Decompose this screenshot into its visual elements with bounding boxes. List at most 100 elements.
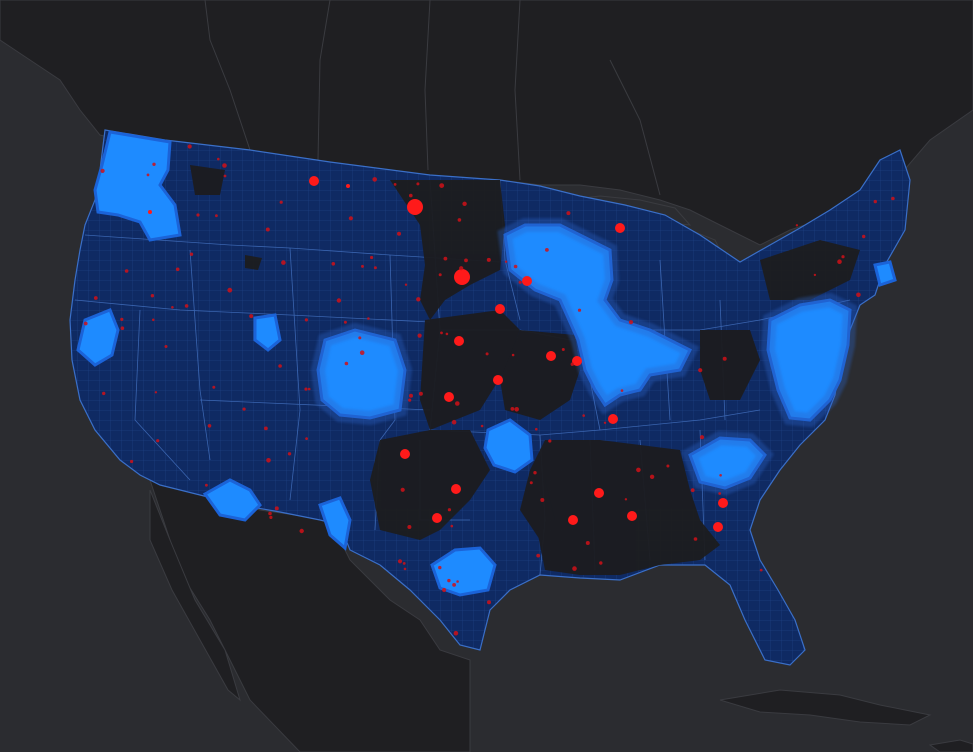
- event-marker-small: [485, 352, 489, 356]
- event-marker-small: [305, 437, 308, 440]
- event-markers-large: [148, 176, 728, 532]
- event-marker-small: [124, 269, 129, 273]
- event-marker-small: [266, 458, 271, 463]
- event-marker-small: [130, 459, 134, 464]
- event-marker-small: [572, 566, 577, 571]
- event-marker-small: [577, 308, 582, 312]
- event-marker-small: [397, 231, 401, 236]
- event-marker-large: [568, 515, 578, 525]
- event-marker-small: [628, 320, 634, 325]
- event-marker-small: [212, 385, 216, 389]
- event-marker-small: [451, 419, 457, 425]
- event-marker-small: [348, 216, 353, 221]
- event-marker-small: [636, 467, 641, 473]
- event-marker-small: [722, 356, 727, 361]
- event-marker-small: [585, 541, 590, 545]
- event-marker-small: [227, 287, 233, 293]
- event-markers-small: [83, 144, 895, 636]
- event-marker-small: [462, 201, 467, 206]
- event-marker-small: [457, 218, 462, 222]
- event-marker-small: [393, 183, 397, 186]
- event-marker-small: [620, 389, 624, 392]
- event-marker-small: [417, 333, 422, 338]
- event-marker-small: [222, 163, 227, 168]
- event-marker-large: [444, 392, 454, 402]
- event-marker-large: [522, 276, 532, 286]
- event-marker-small: [242, 407, 246, 411]
- event-marker-small: [418, 391, 423, 396]
- hotspot-kansas-city: [483, 418, 534, 474]
- event-marker-small: [336, 298, 342, 303]
- event-marker-small: [486, 257, 491, 262]
- event-marker-small: [511, 353, 515, 357]
- event-marker-small: [450, 524, 454, 528]
- event-marker-small: [299, 528, 304, 534]
- event-marker-small: [719, 474, 722, 477]
- event-marker-small: [837, 259, 842, 265]
- event-marker-small: [152, 162, 156, 166]
- event-marker-small: [304, 387, 308, 391]
- event-marker-small: [281, 260, 286, 265]
- event-marker-small: [438, 273, 442, 277]
- event-marker-small: [440, 331, 443, 335]
- event-marker-small: [215, 214, 218, 218]
- event-marker-small: [438, 565, 442, 570]
- event-marker-small: [207, 424, 212, 428]
- event-marker-small: [154, 391, 158, 394]
- event-marker-small: [268, 511, 272, 516]
- hotspot-phoenix: [202, 478, 262, 522]
- event-marker-small: [566, 211, 571, 216]
- event-marker-small: [862, 234, 866, 239]
- event-marker-small: [455, 401, 460, 406]
- event-marker-small: [442, 587, 447, 593]
- event-marker-small: [287, 452, 292, 456]
- event-marker-small: [269, 515, 273, 520]
- event-marker-large: [572, 356, 582, 366]
- event-marker-large: [713, 522, 723, 532]
- hotspot-salt-lake: [253, 313, 282, 352]
- event-marker-small: [891, 196, 895, 201]
- event-marker-small: [535, 427, 538, 431]
- event-marker-small: [582, 414, 585, 417]
- event-marker-small: [102, 391, 106, 396]
- event-marker-large: [407, 199, 423, 215]
- event-marker-small: [150, 294, 155, 298]
- event-marker-small: [344, 361, 349, 366]
- event-marker-small: [464, 258, 468, 263]
- caribbean-islands: [719, 689, 973, 752]
- event-marker-small: [274, 506, 279, 511]
- event-marker-small: [120, 326, 125, 331]
- event-marker-small: [487, 600, 491, 605]
- event-marker-small: [570, 362, 574, 366]
- event-marker-large: [608, 414, 618, 424]
- hotspot-halo: [310, 218, 858, 496]
- event-marker-small: [372, 177, 378, 182]
- event-marker-small: [175, 267, 180, 272]
- event-marker-small: [649, 474, 655, 479]
- event-marker-small: [443, 256, 448, 261]
- event-marker-small: [447, 508, 451, 512]
- event-marker-large: [309, 176, 319, 186]
- event-marker-small: [452, 583, 456, 587]
- event-marker-small: [279, 200, 283, 204]
- event-marker-small: [536, 553, 541, 558]
- hotspot-el-paso: [318, 496, 352, 551]
- event-marker-small: [359, 350, 365, 356]
- event-marker-small: [480, 424, 484, 428]
- event-marker-large: [546, 351, 556, 361]
- event-marker-small: [370, 255, 374, 260]
- event-marker-small: [510, 407, 515, 411]
- event-marker-large: [594, 488, 604, 498]
- event-marker-small: [164, 345, 168, 348]
- event-marker-small: [813, 273, 817, 277]
- event-marker-large: [451, 484, 461, 494]
- event-marker-large: [615, 223, 625, 233]
- event-marker-small: [407, 525, 412, 529]
- event-marker-large: [432, 513, 442, 523]
- event-marker-large: [718, 498, 728, 508]
- event-marker-small: [795, 224, 799, 227]
- event-marker-small: [400, 487, 405, 492]
- event-marker-small: [373, 266, 377, 270]
- event-marker-small: [447, 578, 451, 583]
